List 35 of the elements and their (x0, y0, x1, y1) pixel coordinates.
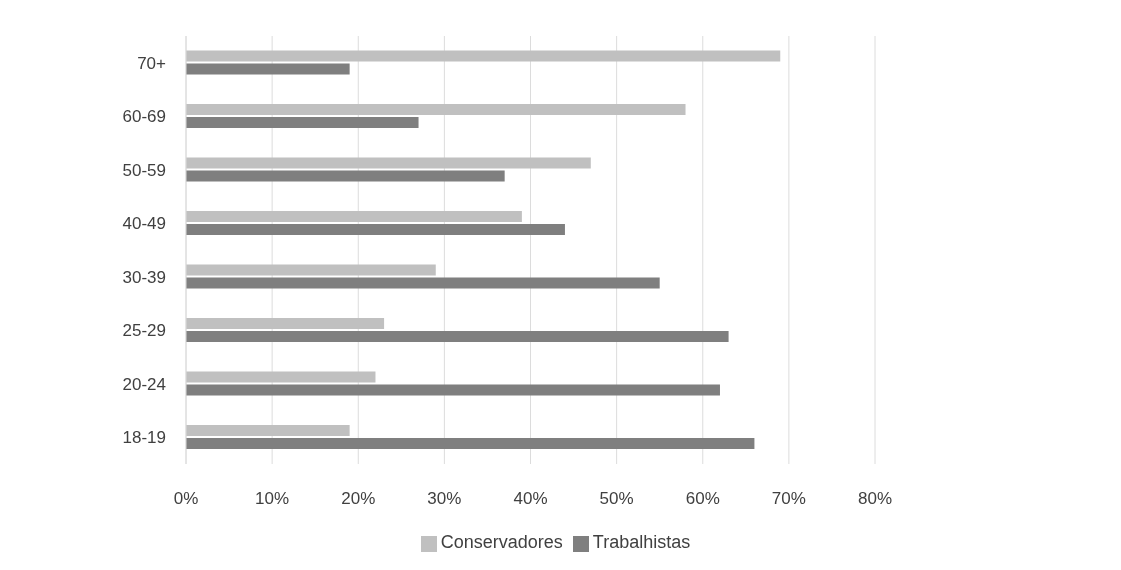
bar (186, 277, 660, 289)
bar (186, 116, 419, 128)
bar (186, 157, 591, 169)
bar (186, 424, 350, 436)
y-tick-label: 60-69 (122, 107, 166, 127)
bar (186, 170, 505, 182)
legend-label: Conservadores (440, 532, 563, 552)
bar (186, 103, 686, 115)
bar (186, 63, 350, 75)
bar (186, 223, 565, 235)
x-tick-label: 70% (771, 489, 806, 509)
y-tick-label: 30-39 (122, 267, 166, 287)
x-tick-label: 0% (173, 489, 199, 509)
bar (186, 384, 720, 396)
legend-label: Trabalhistas (592, 532, 691, 552)
bar (186, 50, 781, 62)
bar (186, 437, 755, 449)
bar (186, 210, 522, 222)
bar (186, 330, 729, 342)
y-tick-label: 70+ (137, 53, 167, 73)
x-tick-label: 80% (857, 489, 893, 509)
y-tick-label: 50-59 (122, 160, 166, 180)
x-tick-label: 60% (685, 489, 720, 509)
bar (186, 317, 385, 329)
y-tick-label: 18-19 (122, 428, 166, 448)
x-tick-label: 10% (255, 489, 290, 509)
x-tick-label: 20% (341, 489, 376, 509)
x-tick-label: 50% (599, 489, 634, 509)
x-tick-label: 30% (427, 489, 462, 509)
y-tick-label: 20-24 (122, 374, 166, 394)
bar (186, 264, 436, 276)
bar (186, 371, 376, 383)
y-tick-label: 40-49 (122, 214, 166, 234)
x-tick-label: 40% (513, 489, 548, 509)
y-tick-label: 25-29 (122, 321, 166, 341)
